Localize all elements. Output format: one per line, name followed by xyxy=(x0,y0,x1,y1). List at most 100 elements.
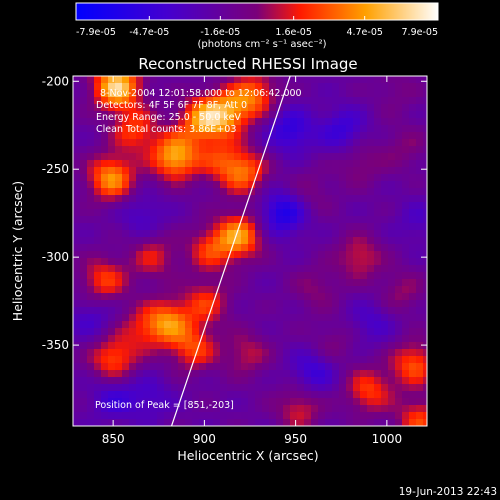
heatmap-cell xyxy=(332,118,340,126)
heatmap-cell xyxy=(199,335,207,343)
heatmap-cell xyxy=(227,97,235,105)
heatmap-cell xyxy=(388,223,396,231)
heatmap-cell xyxy=(283,118,291,126)
heatmap-cell xyxy=(276,167,284,175)
heatmap-cell xyxy=(388,118,396,126)
heatmap-cell xyxy=(381,349,389,357)
heatmap-cell xyxy=(388,216,396,224)
heatmap-cell xyxy=(276,349,284,357)
heatmap-cell xyxy=(122,83,130,91)
heatmap-cell xyxy=(185,174,193,182)
heatmap-cell xyxy=(136,111,144,119)
heatmap-cell xyxy=(171,174,179,182)
heatmap-cell xyxy=(94,223,102,231)
heatmap-cell xyxy=(374,146,382,154)
heatmap-cell xyxy=(101,139,109,147)
heatmap-cell xyxy=(220,279,228,287)
heatmap-cell xyxy=(136,132,144,140)
heatmap-cell xyxy=(283,419,291,426)
heatmap-cell xyxy=(304,209,312,217)
heatmap-cell xyxy=(115,300,123,308)
heatmap-cell xyxy=(297,370,305,378)
heatmap-cell xyxy=(136,370,144,378)
timestamp: 19-Jun-2013 22:43 xyxy=(399,486,497,498)
heatmap-cell xyxy=(206,356,214,364)
heatmap-cell xyxy=(325,307,333,315)
heatmap-cell xyxy=(255,209,263,217)
heatmap-cell xyxy=(346,223,354,231)
heatmap-cell xyxy=(311,146,319,154)
heatmap-cell xyxy=(248,300,256,308)
heatmap-cell xyxy=(276,209,284,217)
heatmap-cell xyxy=(388,356,396,364)
heatmap-cell xyxy=(304,132,312,140)
heatmap-cell xyxy=(255,195,263,203)
heatmap-cell xyxy=(255,307,263,315)
heatmap-cell xyxy=(178,419,186,426)
heatmap-cell xyxy=(87,104,95,112)
heatmap-cell xyxy=(213,216,221,224)
heatmap-cell xyxy=(311,223,319,231)
heatmap-cell xyxy=(353,321,361,329)
heatmap-cell xyxy=(206,195,214,203)
heatmap-cell xyxy=(339,405,347,413)
heatmap-cell xyxy=(213,384,221,392)
heatmap-cell xyxy=(353,293,361,301)
heatmap-cell xyxy=(276,195,284,203)
heatmap-cell xyxy=(276,251,284,259)
heatmap-cell xyxy=(157,174,165,182)
heatmap-cell xyxy=(304,160,312,168)
heatmap-cell xyxy=(192,398,200,406)
heatmap-cell xyxy=(325,97,333,105)
heatmap-cell xyxy=(395,209,403,217)
heatmap-cell xyxy=(304,146,312,154)
heatmap-cell xyxy=(416,76,424,84)
heatmap-cell xyxy=(402,398,410,406)
heatmap-cell xyxy=(115,293,123,301)
heatmap-cell xyxy=(248,160,256,168)
heatmap-cell xyxy=(297,188,305,196)
heatmap-cell xyxy=(101,342,109,350)
heatmap-cell xyxy=(227,307,235,315)
heatmap-cell xyxy=(381,202,389,210)
heatmap-cell xyxy=(402,328,410,336)
plot-area xyxy=(73,76,427,426)
heatmap-cell xyxy=(332,125,340,133)
heatmap-cell xyxy=(402,384,410,392)
heatmap-cell xyxy=(73,293,81,301)
heatmap-cell xyxy=(220,195,228,203)
heatmap-cell xyxy=(108,104,116,112)
heatmap-cell xyxy=(416,195,424,203)
heatmap-cell xyxy=(94,279,102,287)
heatmap-cell xyxy=(80,335,88,343)
heatmap-cell xyxy=(213,412,221,420)
heatmap-cell xyxy=(262,356,270,364)
heatmap-cell xyxy=(80,300,88,308)
heatmap-cell xyxy=(192,76,200,84)
heatmap-cell xyxy=(129,209,137,217)
heatmap-cell xyxy=(325,104,333,112)
heatmap-cell xyxy=(353,223,361,231)
heatmap-cell xyxy=(185,146,193,154)
heatmap-cell xyxy=(381,293,389,301)
heatmap-cell xyxy=(346,342,354,350)
x-tick-label: 950 xyxy=(284,432,307,446)
heatmap-cell xyxy=(388,181,396,189)
heatmap-cell xyxy=(171,384,179,392)
heatmap-cell xyxy=(255,377,263,385)
heatmap-cell xyxy=(388,146,396,154)
heatmap-cell xyxy=(423,370,427,378)
heatmap-cell xyxy=(171,279,179,287)
heatmap-cell xyxy=(164,83,172,91)
heatmap-cell xyxy=(150,391,158,399)
heatmap-cell xyxy=(80,125,88,133)
heatmap-cell xyxy=(164,195,172,203)
heatmap-cell xyxy=(346,314,354,322)
heatmap-cell xyxy=(115,335,123,343)
heatmap-cell xyxy=(171,398,179,406)
heatmap-cell xyxy=(143,363,151,371)
heatmap-cell xyxy=(199,104,207,112)
heatmap-cell xyxy=(276,419,284,426)
heatmap-cell xyxy=(122,97,130,105)
heatmap-cell xyxy=(339,153,347,161)
